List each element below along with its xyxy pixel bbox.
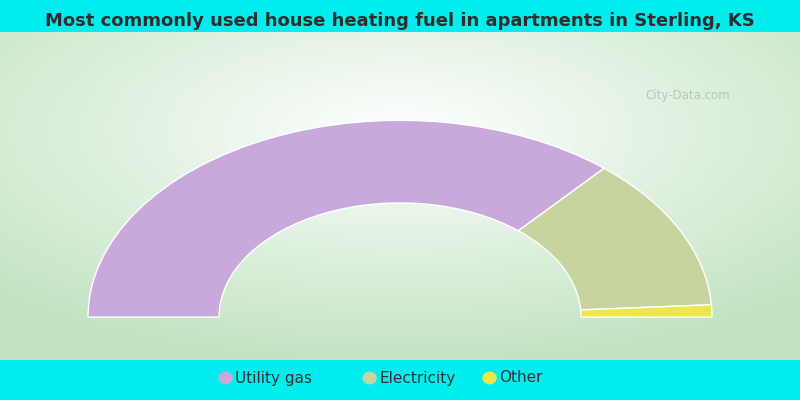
Text: Other: Other (499, 370, 542, 386)
Text: Electricity: Electricity (379, 370, 455, 386)
Text: Most commonly used house heating fuel in apartments in Sterling, KS: Most commonly used house heating fuel in… (45, 12, 755, 30)
Wedge shape (88, 120, 604, 317)
Wedge shape (518, 168, 711, 310)
Wedge shape (581, 305, 712, 317)
Text: City-Data.com: City-Data.com (646, 90, 730, 102)
Text: Utility gas: Utility gas (235, 370, 312, 386)
